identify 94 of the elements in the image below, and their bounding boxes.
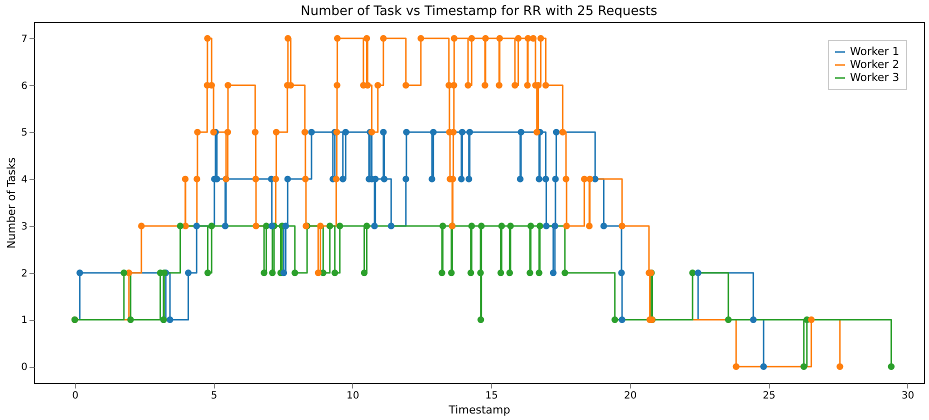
point [536, 222, 544, 230]
x-axis-title: Timestamp [448, 404, 510, 416]
point [127, 316, 134, 324]
y-axis-title: Number of Tasks [5, 157, 18, 249]
point [694, 269, 702, 276]
point [542, 176, 550, 182]
point [380, 176, 388, 182]
point [439, 222, 446, 230]
point [363, 222, 370, 230]
point [527, 222, 534, 230]
point [166, 316, 174, 324]
point [466, 128, 474, 136]
point [724, 316, 732, 324]
point [497, 269, 504, 276]
point [280, 269, 288, 276]
y-tick-label: 6 [21, 80, 28, 92]
point [516, 176, 524, 182]
point [478, 222, 485, 230]
legend-label: Worker 1 [850, 45, 900, 58]
legend-label: Worker 3 [850, 71, 900, 84]
y-tick-label: 5 [21, 128, 28, 139]
x-tick-label: 30 [901, 390, 914, 402]
point [76, 269, 84, 276]
point [120, 269, 128, 276]
point [269, 269, 276, 276]
point [388, 222, 395, 230]
point [222, 222, 229, 230]
x-tick-label: 10 [346, 390, 360, 402]
point [536, 176, 542, 182]
point [336, 222, 344, 230]
y-tick-label: 3 [21, 221, 28, 232]
point [331, 269, 338, 276]
point [176, 222, 184, 230]
point [518, 128, 524, 136]
point [600, 222, 608, 230]
point [458, 176, 465, 182]
y-tick-label: 0 [21, 362, 28, 374]
x-tick-label: 15 [485, 390, 498, 402]
point [888, 363, 895, 370]
legend-label: Worker 2 [850, 58, 900, 71]
point [800, 363, 808, 370]
point [342, 128, 350, 136]
point [550, 269, 557, 276]
point [428, 176, 436, 182]
point [477, 316, 484, 324]
point [467, 269, 474, 276]
point [184, 269, 192, 276]
point [308, 128, 315, 136]
point [750, 316, 757, 324]
point [260, 269, 268, 276]
point [542, 222, 550, 230]
point [477, 269, 484, 276]
point [430, 128, 437, 136]
point [380, 128, 387, 136]
x-tick-label: 25 [762, 390, 776, 402]
y-tick-label: 2 [21, 268, 28, 280]
point [448, 269, 455, 276]
point [458, 128, 466, 136]
point [284, 176, 292, 182]
point [618, 316, 626, 324]
chart-title: Number of Task vs Timestamp for RR with 25 Requests [300, 4, 658, 19]
point [438, 269, 446, 276]
point [611, 316, 618, 324]
point [526, 269, 534, 276]
point [760, 363, 767, 370]
point [506, 269, 514, 276]
point [498, 222, 505, 230]
point [468, 222, 475, 230]
point [268, 222, 276, 230]
point [552, 222, 558, 230]
point [402, 176, 410, 182]
point [292, 269, 298, 276]
point [371, 222, 378, 230]
point [193, 222, 200, 230]
point [618, 269, 625, 276]
point [204, 269, 212, 276]
y-tick-label: 4 [21, 174, 28, 186]
point [536, 269, 542, 276]
x-tick-label: 20 [624, 390, 637, 402]
x-tick-label: 5 [210, 390, 218, 402]
y-tick-label: 1 [21, 315, 28, 326]
point [340, 176, 346, 182]
point [507, 222, 514, 230]
y-tick-label: 7 [21, 34, 28, 45]
point [562, 269, 568, 276]
x-tick-label: 0 [72, 390, 78, 402]
point [282, 222, 290, 230]
point [360, 269, 368, 276]
point [552, 176, 559, 182]
point [466, 176, 472, 182]
point [552, 128, 560, 136]
point [326, 222, 334, 230]
point [208, 222, 215, 230]
point [403, 128, 410, 136]
